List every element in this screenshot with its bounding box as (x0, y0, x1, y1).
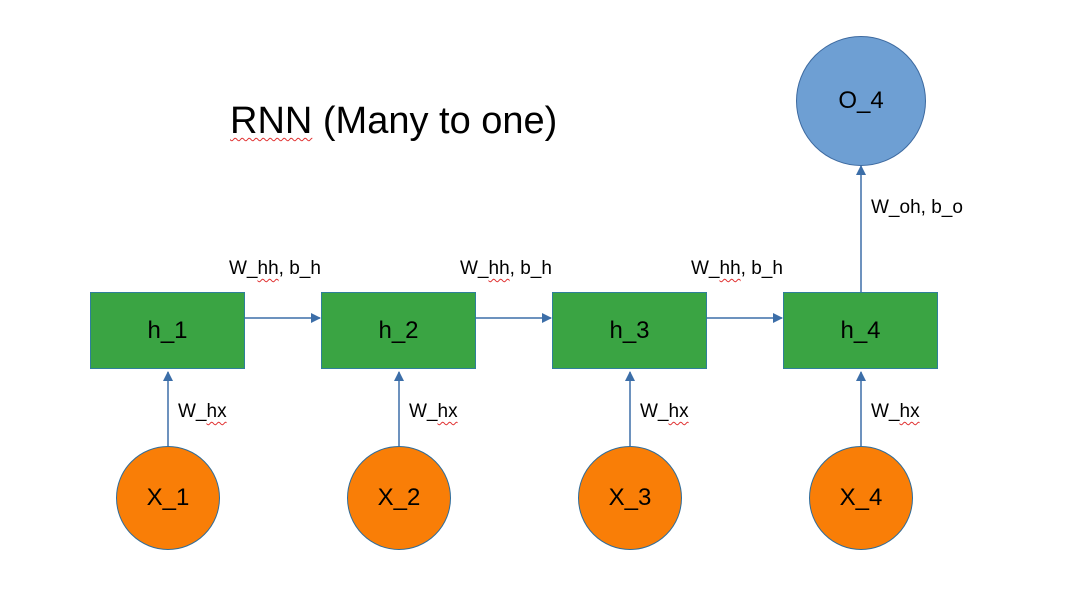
weight-label-hx-2: W_hx (409, 401, 458, 422)
weight-label-oh: W_oh, b_o (871, 197, 963, 218)
hidden-node-h4: h_4 (783, 292, 938, 369)
output-node-label: O_4 (838, 87, 884, 114)
input-node-label: X_4 (839, 484, 883, 511)
input-node-label: X_2 (377, 484, 421, 511)
hidden-node-label: h_4 (840, 316, 881, 344)
weight-label-hh-2: W_hh, b_h (460, 258, 552, 279)
weight-label-hh-3: W_hh, b_h (691, 258, 783, 279)
input-node-x1: X_1 (116, 446, 220, 550)
hidden-node-h1: h_1 (90, 292, 245, 369)
hidden-node-h3: h_3 (552, 292, 707, 369)
input-node-x2: X_2 (347, 446, 451, 550)
title-rest: (Many to one) (312, 100, 558, 142)
hidden-node-label: h_2 (378, 316, 419, 344)
input-node-label: X_3 (608, 484, 652, 511)
title-squiggled-word: RNN (230, 100, 313, 142)
hidden-node-label: h_3 (609, 316, 650, 344)
weight-label-hx-1: W_hx (178, 401, 227, 422)
input-node-label: X_1 (146, 484, 190, 511)
input-node-x3: X_3 (578, 446, 682, 550)
output-node-o4: O_4 (796, 36, 926, 166)
weight-label-hx-4: W_hx (871, 401, 920, 422)
hidden-node-h2: h_2 (321, 292, 476, 369)
hidden-node-label: h_1 (147, 316, 188, 344)
diagram-title: RNN (Many to one) (230, 100, 557, 143)
weight-label-hh-1: W_hh, b_h (229, 258, 321, 279)
input-node-x4: X_4 (809, 446, 913, 550)
weight-label-hx-3: W_hx (640, 401, 689, 422)
